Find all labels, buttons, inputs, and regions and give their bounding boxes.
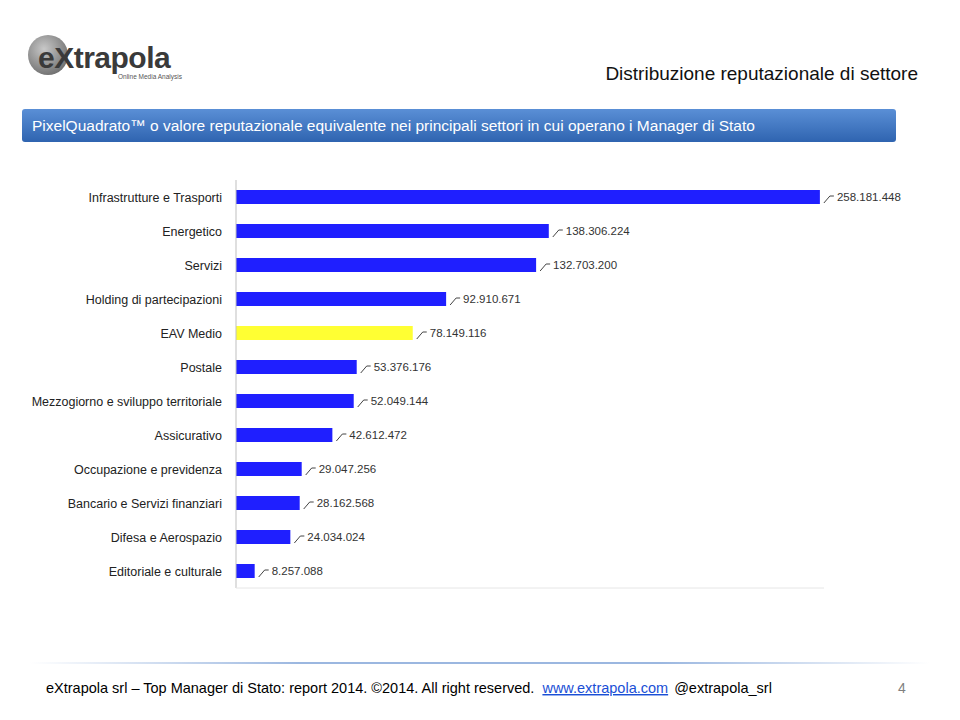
- data-label: 138.306.224: [566, 225, 631, 237]
- category-label: Mezzogiorno e sviluppo territoriale: [32, 395, 222, 409]
- y-axis-line: [236, 180, 237, 588]
- data-label: 52.049.144: [371, 395, 429, 407]
- data-label: 258.181.448: [837, 191, 901, 203]
- label-callout: [294, 536, 304, 543]
- data-label: 78.149.116: [430, 327, 487, 339]
- bar: [236, 258, 536, 272]
- data-label: 29.047.256: [319, 463, 377, 475]
- label-callout: [358, 400, 368, 407]
- label-callout: [553, 230, 563, 237]
- footer-handle: @extrapola_srl: [674, 680, 772, 696]
- chart-subtitle: PixelQuadrato™ o valore reputazionale eq…: [32, 117, 755, 134]
- category-label: Infrastrutture e Trasporti: [89, 191, 222, 205]
- bars: [236, 190, 820, 578]
- label-callout: [304, 502, 314, 509]
- label-callout: [824, 196, 834, 203]
- data-label: 8.257.088: [272, 565, 323, 577]
- data-label: 24.034.024: [307, 531, 365, 543]
- footer: eXtrapola srl – Top Manager di Stato: re…: [46, 680, 772, 696]
- x-axis-line: [236, 588, 824, 589]
- bar: [236, 394, 354, 408]
- category-label: Postale: [180, 361, 222, 375]
- data-label: 53.376.176: [374, 361, 432, 373]
- category-label: Assicurativo: [155, 429, 222, 443]
- page-number: 4: [898, 680, 906, 696]
- category-label: Bancario e Servizi finanziari: [68, 497, 222, 511]
- bar: [236, 326, 413, 340]
- logo-text: eXtrapola: [38, 41, 171, 74]
- label-callout: [417, 332, 427, 339]
- category-label: Editoriale e culturale: [109, 565, 222, 579]
- label-callout: [259, 570, 269, 577]
- data-label: 42.612.472: [349, 429, 407, 441]
- bar: [236, 360, 357, 374]
- footer-text: eXtrapola srl – Top Manager di Stato: re…: [46, 680, 534, 696]
- label-callout: [361, 366, 371, 373]
- bar: [236, 224, 549, 238]
- logo-tagline: Online Media Analysis: [118, 73, 183, 81]
- label-callout: [336, 434, 346, 441]
- footer-link: www.extrapola.com: [541, 680, 668, 696]
- category-label: Occupazione e previdenza: [74, 463, 222, 477]
- bar: [236, 462, 302, 476]
- bar: [236, 530, 290, 544]
- category-label: Servizi: [184, 259, 222, 273]
- label-callout: [306, 468, 316, 475]
- bar: [236, 190, 820, 204]
- label-callout: [450, 298, 460, 305]
- bar: [236, 428, 332, 442]
- bar: [236, 496, 300, 510]
- category-label: Energetico: [162, 225, 222, 239]
- footer-line: [30, 662, 930, 664]
- bar: [236, 292, 446, 306]
- subtitle-banner: [22, 109, 896, 142]
- data-label: 92.910.671: [463, 293, 521, 305]
- category-label: Holding di partecipazioni: [86, 293, 222, 307]
- data-label: 28.162.568: [317, 497, 375, 509]
- logo: eXtrapolaOnline Media Analysis: [28, 35, 183, 81]
- data-label: 132.703.200: [553, 259, 617, 271]
- bar: [236, 564, 255, 578]
- chart-title: Distribuzione reputazionale di settore: [605, 63, 918, 84]
- category-label: Difesa e Aerospazio: [111, 531, 222, 545]
- label-callout: [540, 264, 550, 271]
- slide: eXtrapolaOnline Media Analysis Distribuzi…: [0, 0, 960, 720]
- data-labels: 258.181.448 138.306.224 132.703.200 92.910.…: [259, 191, 901, 577]
- category-label: EAV Medio: [160, 327, 222, 341]
